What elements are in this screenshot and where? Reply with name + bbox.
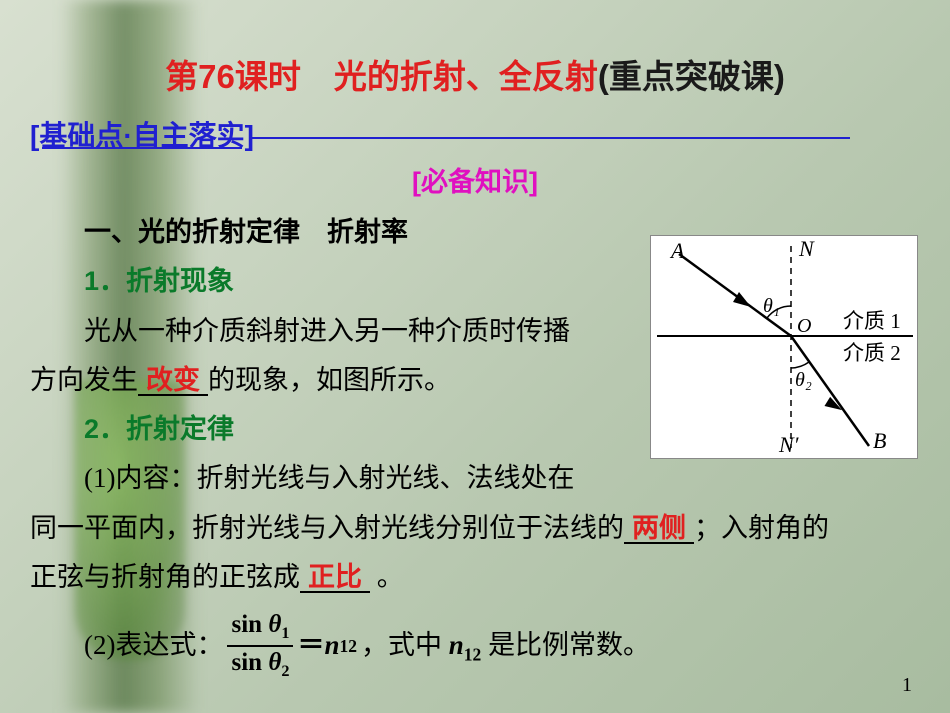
theta-2: θ: [268, 649, 281, 676]
fill-change: 改变: [146, 365, 200, 395]
label-Nprime: N′: [778, 432, 800, 457]
fraction-denominator: sin θ2: [227, 645, 293, 681]
tail-b: 是比例常数。: [481, 630, 650, 660]
sub-12-b: 12: [464, 644, 482, 664]
lesson-title: 第76课时 光的折射、全反射(重点突破课): [30, 50, 920, 98]
fraction: sin θ1 sin θ2: [227, 611, 293, 681]
label-O: O: [797, 315, 811, 337]
subtitle-basics: [基础点·自主落实]: [30, 114, 254, 154]
blank-two-sides: 两侧: [624, 515, 694, 545]
label-N: N: [798, 236, 815, 261]
item-2-1-text-d: 正弦与折射角的正弦成: [30, 562, 300, 592]
fill-proportional: 正比: [308, 562, 362, 592]
label-theta1: θ₁: [763, 295, 780, 317]
item-1-text-b: 方向发生: [30, 365, 138, 395]
sub-2: 2: [281, 662, 289, 680]
item-2-1-text-c: ；入射角的: [694, 513, 829, 543]
label-B: B: [873, 428, 886, 453]
item-2-1-line-c: 正弦与折射角的正弦成正比 。: [30, 554, 920, 601]
equals: ＝: [297, 622, 324, 669]
slide-content: 第76课时 光的折射、全反射(重点突破课) [基础点·自主落实] [必备知识] …: [0, 0, 950, 713]
blank-proportional: 正比: [300, 564, 370, 594]
diagram-svg: A N O θ₁ θ₂ N′ B 介质 1 介质 2: [651, 236, 919, 460]
label-medium2: 介质 2: [843, 341, 901, 365]
formula-lead: (2)表达式：: [84, 622, 223, 669]
formula-tail: ，式中 n12 是比例常数。: [361, 622, 650, 670]
title-part1: 第76课时 光的折射、全反射: [165, 58, 598, 95]
n-symbol-2: n: [449, 630, 464, 660]
subtitle-required-knowledge: [必备知识]: [30, 160, 920, 199]
title-part2: (重点突破课): [598, 58, 785, 95]
theta-1: θ: [268, 611, 281, 638]
item-2-1-text-e: 。: [370, 562, 404, 592]
sub-1: 1: [281, 624, 289, 642]
blank-change: 改变: [138, 367, 208, 397]
subtitle-row: [基础点·自主落实]: [30, 114, 920, 154]
refraction-diagram: A N O θ₁ θ₂ N′ B 介质 1 介质 2: [650, 235, 918, 459]
label-medium1: 介质 1: [843, 309, 901, 333]
item-2-1-line-a: (1)内容：折射光线与入射光线、法线处在: [30, 455, 920, 502]
n-symbol: n: [324, 622, 339, 669]
sub-12: 12: [339, 631, 357, 662]
formula-row: (2)表达式： sin θ1 sin θ2 ＝ n12 ，式中 n12 是比例常…: [30, 611, 920, 681]
sin-den: sin: [231, 649, 268, 676]
label-theta2: θ₂: [795, 369, 812, 391]
item-2-1-text-b: 同一平面内，折射光线与入射光线分别位于法线的: [30, 513, 624, 543]
fraction-numerator: sin θ1: [227, 611, 293, 645]
item-2-1-line-b: 同一平面内，折射光线与入射光线分别位于法线的两侧 ；入射角的: [30, 505, 920, 552]
subtitle-underline-ext: [250, 137, 850, 139]
tail-a: ，式中: [361, 630, 449, 660]
label-A: A: [669, 238, 685, 263]
theta2-arc: [791, 362, 809, 368]
item-1-text-c: 的现象，如图所示。: [208, 365, 451, 395]
sin-num: sin: [231, 611, 268, 638]
fill-two-sides: 两侧: [632, 513, 686, 543]
page-number: 1: [902, 674, 912, 697]
